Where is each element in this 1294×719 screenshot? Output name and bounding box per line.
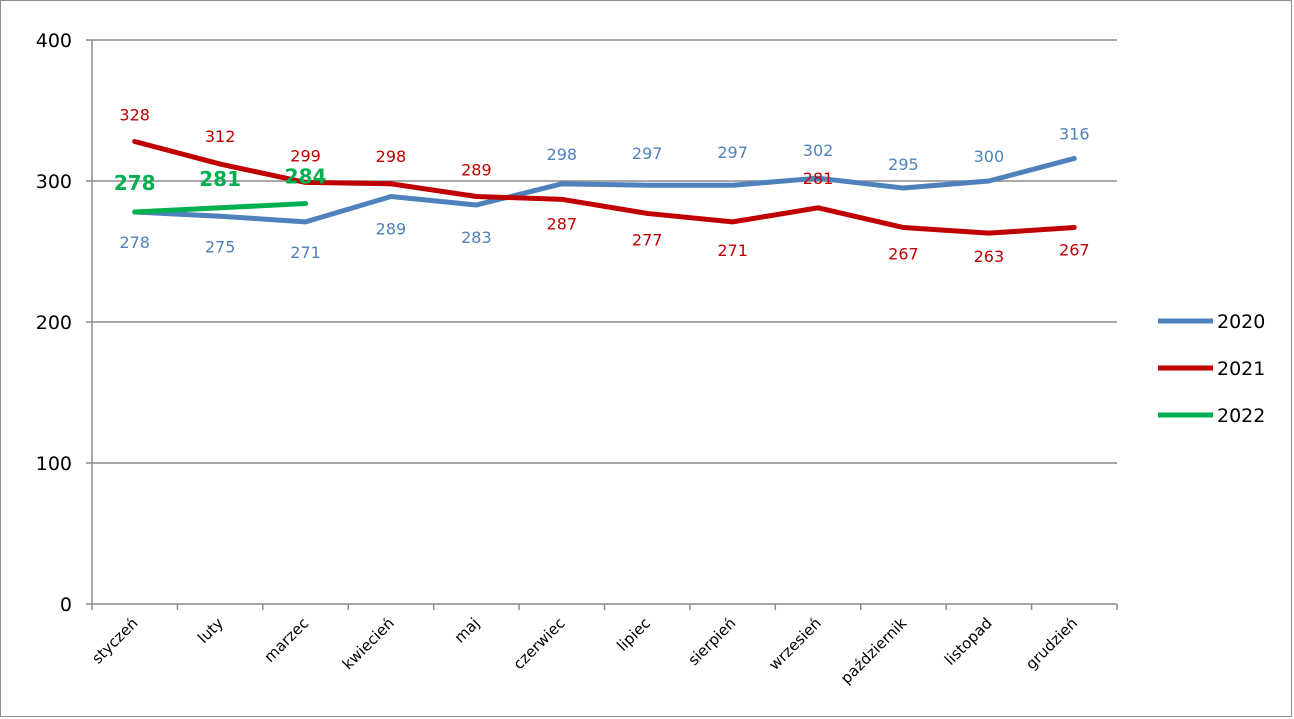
y-tick-label: 0 (60, 594, 72, 616)
data-label-2020: 302 (803, 141, 834, 160)
gridlines (92, 39, 1117, 464)
y-tick-label: 300 (36, 171, 72, 193)
legend-label-2020: 2020 (1217, 311, 1265, 333)
data-label-2020: 289 (376, 220, 407, 239)
data-label-2020: 295 (888, 155, 919, 174)
x-tick-label: marzec (261, 614, 313, 666)
data-label-2021: 271 (717, 241, 748, 260)
data-label-2021: 263 (974, 247, 1005, 266)
legend-label-2021: 2021 (1217, 358, 1265, 380)
x-tick-labels: styczeń luty marzec kwiecień maj czerwiec lipi… (88, 614, 1081, 688)
y-tick-label: 100 (36, 453, 72, 475)
x-tick-label: czerwiec (510, 614, 569, 673)
x-tick-label: styczeń (88, 614, 141, 667)
legend: 2020 2021 2022 (1158, 311, 1265, 427)
data-label-2020: 298 (547, 145, 578, 164)
data-label-2020: 316 (1059, 124, 1090, 143)
data-label-2020: 271 (290, 243, 321, 262)
x-tick-label: lipiec (613, 614, 654, 655)
x-tick-label: sierpień (684, 614, 739, 669)
x-tick-label: maj (451, 614, 484, 647)
data-label-2020: 297 (717, 143, 748, 162)
data-labels: 278 275 271 289 283 298 297 297 302 295 300 316 328 3… (114, 106, 1090, 267)
data-label-2022: 281 (199, 167, 241, 191)
data-label-2021: 298 (376, 147, 407, 166)
x-tick-label: listopad (941, 614, 996, 669)
data-label-2020: 300 (974, 147, 1005, 166)
x-tick-label: grudzień (1022, 614, 1081, 673)
data-label-2020: 275 (205, 237, 236, 256)
y-tick-label: 200 (36, 312, 72, 334)
x-tick-label: luty (194, 614, 227, 647)
y-tick-label: 400 (36, 30, 72, 52)
data-label-2021: 267 (888, 245, 919, 264)
data-label-2021: 277 (632, 230, 663, 249)
series-line-2020 (132, 155, 1077, 225)
x-tick-label: wrzesień (765, 614, 825, 674)
axes (86, 39, 1118, 610)
data-label-2021: 281 (803, 169, 834, 188)
data-label-2021: 289 (461, 161, 492, 180)
data-label-2021: 287 (547, 214, 578, 233)
series-lines (132, 139, 1077, 236)
data-label-2022: 278 (114, 171, 156, 195)
data-label-2021: 312 (205, 127, 236, 146)
data-label-2021: 299 (290, 146, 321, 165)
x-tick-label: październik (837, 614, 911, 688)
x-tick-label: kwiecień (339, 614, 398, 673)
series-line-2021 (132, 139, 1077, 236)
data-label-2020: 297 (632, 144, 663, 163)
data-label-2022: 284 (285, 165, 327, 189)
data-label-2020: 278 (119, 233, 150, 252)
data-label-2021: 328 (119, 106, 150, 125)
data-label-2020: 283 (461, 228, 492, 247)
series-line-2022 (132, 201, 309, 215)
data-label-2021: 267 (1059, 241, 1090, 260)
y-tick-labels: 0 100 200 300 400 (36, 30, 72, 616)
legend-label-2022: 2022 (1217, 405, 1265, 427)
